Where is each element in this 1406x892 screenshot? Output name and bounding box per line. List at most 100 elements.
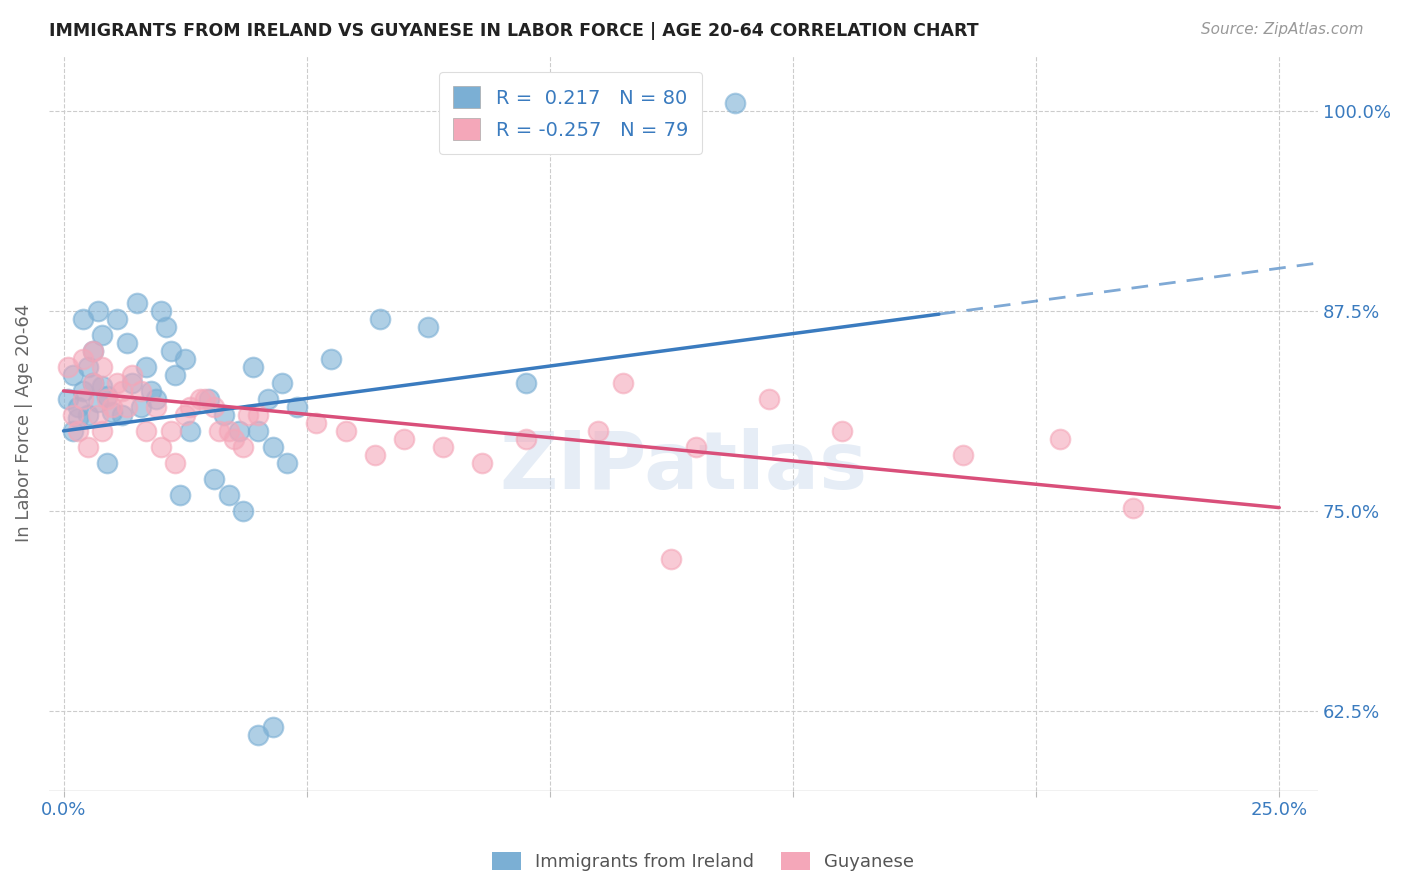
Point xyxy=(115,400,138,414)
Point xyxy=(661,551,683,566)
Point xyxy=(72,312,94,326)
Point xyxy=(86,408,108,422)
Legend: R =  0.217   N = 80, R = -0.257   N = 79: R = 0.217 N = 80, R = -0.257 N = 79 xyxy=(440,72,702,154)
Point xyxy=(247,408,270,422)
Point xyxy=(471,456,494,470)
Point xyxy=(62,408,84,422)
Point xyxy=(105,376,128,390)
Point xyxy=(319,351,342,366)
Point xyxy=(62,368,84,382)
Point xyxy=(247,728,270,742)
Point xyxy=(67,400,90,414)
Point xyxy=(96,392,118,406)
Point xyxy=(198,392,221,406)
Point xyxy=(952,448,974,462)
Point xyxy=(212,408,235,422)
Point xyxy=(515,432,537,446)
Point xyxy=(159,424,181,438)
Point xyxy=(145,400,167,414)
Point xyxy=(67,424,90,438)
Point xyxy=(218,424,240,438)
Point xyxy=(58,359,80,374)
Point xyxy=(588,424,610,438)
Point xyxy=(432,440,454,454)
Point xyxy=(135,359,157,374)
Point xyxy=(238,408,260,422)
Point xyxy=(115,335,138,350)
Point xyxy=(111,408,134,422)
Point xyxy=(208,424,231,438)
Point xyxy=(91,379,114,393)
Point xyxy=(831,424,853,438)
Text: ZIPatlas: ZIPatlas xyxy=(499,428,868,506)
Point xyxy=(82,343,104,358)
Point xyxy=(86,395,108,409)
Point xyxy=(155,320,177,334)
Legend: Immigrants from Ireland, Guyanese: Immigrants from Ireland, Guyanese xyxy=(485,845,921,879)
Point xyxy=(72,384,94,398)
Point xyxy=(121,368,143,382)
Point xyxy=(218,488,240,502)
Point xyxy=(76,359,98,374)
Point xyxy=(222,432,245,446)
Point xyxy=(101,400,124,414)
Point xyxy=(392,432,415,446)
Point xyxy=(188,392,211,406)
Point xyxy=(145,392,167,406)
Point xyxy=(262,440,284,454)
Point xyxy=(72,392,94,406)
Point xyxy=(82,376,104,390)
Point xyxy=(174,351,197,366)
Point xyxy=(305,416,328,430)
Point xyxy=(179,424,201,438)
Point xyxy=(174,408,197,422)
Point xyxy=(139,384,162,398)
Point xyxy=(111,384,134,398)
Point xyxy=(256,392,278,406)
Point xyxy=(76,440,98,454)
Text: Source: ZipAtlas.com: Source: ZipAtlas.com xyxy=(1201,22,1364,37)
Point xyxy=(202,472,225,486)
Point xyxy=(96,389,118,403)
Point xyxy=(285,400,308,414)
Point xyxy=(515,376,537,390)
Point xyxy=(62,424,84,438)
Y-axis label: In Labor Force | Age 20-64: In Labor Force | Age 20-64 xyxy=(15,304,32,542)
Point xyxy=(271,376,294,390)
Point xyxy=(101,405,124,419)
Point xyxy=(232,504,254,518)
Point xyxy=(612,376,634,390)
Text: IMMIGRANTS FROM IRELAND VS GUYANESE IN LABOR FORCE | AGE 20-64 CORRELATION CHART: IMMIGRANTS FROM IRELAND VS GUYANESE IN L… xyxy=(49,22,979,40)
Point xyxy=(723,96,745,111)
Point xyxy=(194,392,217,406)
Point xyxy=(1049,432,1071,446)
Point xyxy=(247,424,270,438)
Point xyxy=(276,456,298,470)
Point xyxy=(262,720,284,734)
Point xyxy=(1122,500,1144,515)
Point xyxy=(121,376,143,390)
Point xyxy=(82,343,104,358)
Point xyxy=(91,327,114,342)
Point xyxy=(232,440,254,454)
Point xyxy=(72,351,94,366)
Point xyxy=(169,488,191,502)
Point xyxy=(179,400,201,414)
Point xyxy=(131,400,153,414)
Point xyxy=(368,312,391,326)
Point xyxy=(202,400,225,414)
Point xyxy=(758,392,780,406)
Point xyxy=(135,424,157,438)
Point xyxy=(105,312,128,326)
Point xyxy=(364,448,387,462)
Point xyxy=(91,359,114,374)
Point xyxy=(165,368,187,382)
Point xyxy=(165,456,187,470)
Point xyxy=(82,376,104,390)
Point xyxy=(228,424,250,438)
Point xyxy=(159,343,181,358)
Point xyxy=(76,408,98,422)
Point xyxy=(418,320,440,334)
Point xyxy=(58,392,80,406)
Point xyxy=(149,440,172,454)
